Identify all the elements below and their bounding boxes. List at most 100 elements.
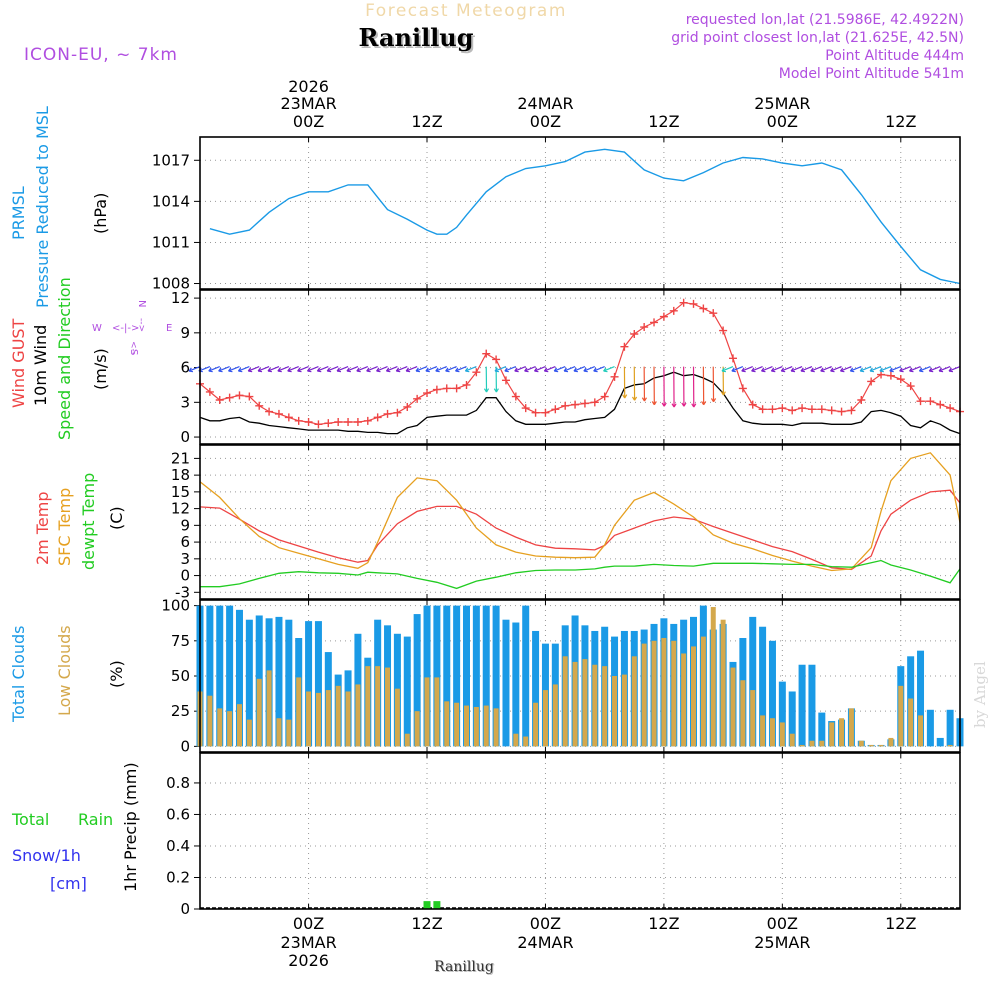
wind-panel: 0 3 6 9 12 bbox=[171, 289, 964, 446]
time-bottom-hour: 12Z bbox=[885, 914, 916, 933]
wind-direction-arrow bbox=[376, 366, 388, 373]
precip-tick-label: 0.8 bbox=[166, 774, 190, 792]
wind-gust-marker bbox=[215, 396, 224, 404]
wind-direction-arrow bbox=[593, 366, 605, 373]
pressure-labels: PRMSL Pressure Reduced to MSL (hPa) bbox=[9, 106, 110, 308]
wind-gust-marker bbox=[650, 318, 659, 327]
cloud-low-bar bbox=[473, 706, 479, 747]
clouds-frame bbox=[199, 599, 961, 753]
precip-panel: 0 0.2 0.4 0.6 0.8 bbox=[166, 752, 961, 918]
wind-direction-arrow bbox=[948, 366, 961, 373]
cloud-total-bar bbox=[462, 605, 470, 747]
cloud-low-bar bbox=[256, 678, 262, 747]
time-top-hour: 12Z bbox=[411, 112, 442, 131]
wind-direction-arrow bbox=[859, 366, 872, 373]
cloud-low-bar bbox=[236, 704, 242, 747]
cloud-low-bar bbox=[325, 690, 331, 747]
wind-speed-line bbox=[199, 371, 961, 435]
wind-gust-marker bbox=[531, 408, 540, 417]
cloud-total-bar bbox=[245, 619, 253, 747]
pressure-tick-label: 1017 bbox=[152, 151, 190, 169]
cloud-low-bar bbox=[513, 733, 519, 747]
station-title: Ranillug bbox=[358, 23, 473, 52]
time-bottom-hour: 00Z bbox=[767, 914, 798, 933]
compass-rose: N <-- S --> W <-|-> E bbox=[92, 300, 172, 355]
time-bottom-hour: 00Z bbox=[530, 914, 561, 933]
cloud-low-bar bbox=[760, 715, 766, 747]
time-bottom-hour: 00Z bbox=[293, 914, 324, 933]
wind-direction-arrow bbox=[839, 366, 852, 373]
wind-direction-arrow bbox=[721, 366, 734, 373]
wind-gust-marker bbox=[758, 405, 767, 414]
chart-subtitle: Forecast Meteogram bbox=[365, 1, 567, 21]
cloud-low-bar bbox=[552, 684, 558, 747]
watermark: by Angel bbox=[971, 661, 989, 728]
wind-direction-arrow bbox=[603, 366, 615, 373]
cloud-low-bar bbox=[434, 677, 440, 747]
wind-direction-arrow bbox=[849, 366, 862, 373]
time-bottom-date: 23MAR bbox=[280, 933, 336, 952]
wind-gust-marker bbox=[413, 394, 422, 403]
time-top-hour: 12Z bbox=[648, 112, 679, 131]
wind-label-gust: Wind GUST bbox=[9, 318, 28, 408]
wind-gust-marker bbox=[245, 392, 254, 401]
precip-rain-bar bbox=[433, 901, 441, 909]
precip-tick-label: 0.6 bbox=[166, 805, 190, 823]
cloud-low-bar bbox=[661, 638, 667, 747]
wind-direction-arrow bbox=[464, 366, 477, 373]
wind-gust-marker bbox=[906, 382, 915, 391]
cloud-low-bar bbox=[542, 690, 548, 747]
compass-e: E bbox=[166, 323, 172, 334]
cloud-total-bar bbox=[403, 636, 411, 747]
wind-gust-marker bbox=[669, 306, 678, 315]
wind-gust-marker bbox=[363, 416, 372, 425]
cloud-low-bar bbox=[444, 701, 450, 747]
cloud-total-bar bbox=[453, 605, 461, 747]
time-label-bottom: 12Z bbox=[648, 914, 679, 933]
wind-gust-marker bbox=[936, 400, 945, 409]
wind-direction-arrow bbox=[405, 366, 418, 373]
precip-labels: Total Rain Snow/1h [cm] 1hr Precip (mm) bbox=[11, 762, 140, 893]
cloud-low-bar bbox=[700, 636, 706, 747]
wind-direction-arrow bbox=[415, 366, 428, 373]
wind-label-dir: Speed and Direction bbox=[55, 277, 74, 440]
cloud-low-bar bbox=[819, 740, 825, 747]
cloud-total-bar bbox=[502, 619, 510, 747]
precip-tick-label: 0.4 bbox=[166, 837, 190, 855]
cloud-low-bar bbox=[868, 744, 874, 747]
wind-direction-arrow bbox=[366, 366, 378, 373]
time-bottom-date: 24MAR bbox=[517, 933, 573, 952]
cloud-total-bar bbox=[275, 616, 283, 747]
wind-gust-marker bbox=[738, 384, 747, 393]
cloud-low-bar bbox=[799, 744, 805, 747]
temp-label-sfc: SFC Temp bbox=[55, 488, 74, 566]
wind-direction-arrow bbox=[385, 366, 398, 373]
wind-direction-arrow bbox=[247, 366, 260, 373]
cloud-unit: (%) bbox=[107, 660, 126, 688]
precip-rain-bar bbox=[423, 901, 431, 909]
wind-gust-line bbox=[199, 302, 961, 425]
cloud-low-bar bbox=[404, 733, 410, 747]
wind-gust-marker bbox=[393, 408, 402, 417]
wind-gust-marker bbox=[521, 404, 530, 413]
temp-sfc-line bbox=[199, 452, 961, 572]
temp-unit: (C) bbox=[107, 506, 126, 530]
wind-direction-arrow bbox=[751, 366, 763, 373]
temp-label-dewpt: dewpt Temp bbox=[79, 473, 98, 570]
cloud-low-bar bbox=[829, 722, 835, 747]
cloud-total-bar bbox=[423, 605, 431, 747]
wind-direction-arrow bbox=[316, 366, 329, 373]
temp-frame bbox=[199, 444, 961, 600]
wind-direction-arrow bbox=[395, 366, 408, 373]
wind-tick-label: 3 bbox=[180, 393, 190, 411]
pressure-tick-label: 1008 bbox=[152, 275, 190, 293]
cloud-low-bar bbox=[355, 684, 361, 747]
cloud-total-bar bbox=[778, 681, 786, 747]
wind-direction-arrow bbox=[770, 366, 783, 373]
cloud-low-bar bbox=[493, 708, 499, 747]
pressure-tick-label: 1011 bbox=[152, 233, 190, 251]
temp-tick-label: 21 bbox=[171, 449, 190, 467]
cloud-low-bar bbox=[286, 719, 292, 747]
